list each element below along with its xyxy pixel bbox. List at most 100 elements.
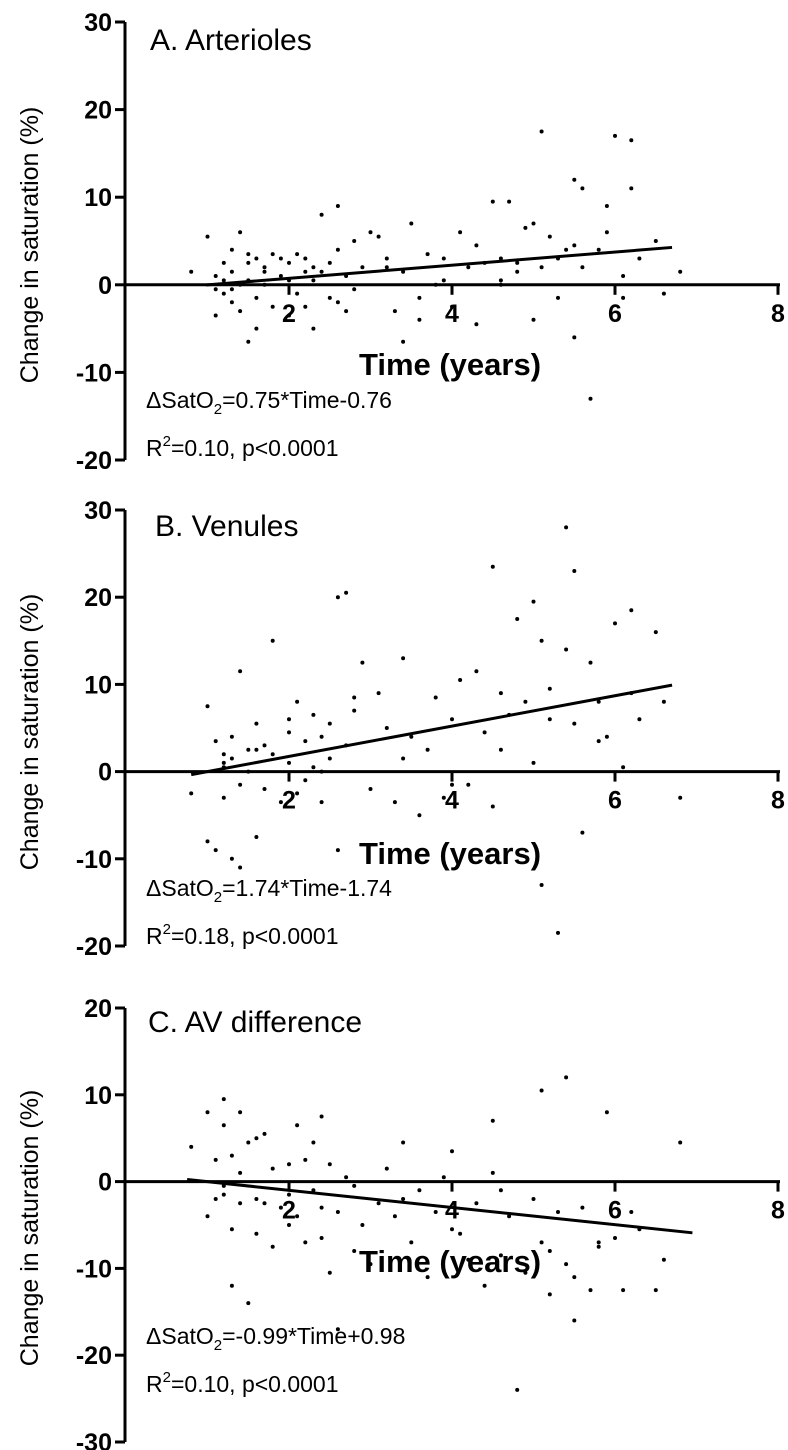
regression-stats: R2=0.18, p<0.0001 (146, 921, 339, 949)
data-point (319, 769, 324, 774)
data-point (515, 269, 520, 274)
data-point (376, 691, 381, 696)
regression-line (190, 683, 673, 777)
y-tick-label: -20 (76, 447, 112, 475)
x-tick-label: 2 (282, 787, 296, 815)
data-point (213, 287, 218, 292)
data-point (360, 265, 365, 270)
data-point (221, 1192, 226, 1197)
data-point (287, 730, 291, 735)
data-point (319, 212, 324, 217)
panel-av-difference: C. AV difference Change in saturation (%… (16, 995, 785, 1450)
data-point (409, 734, 414, 739)
data-point (254, 721, 259, 726)
data-point (270, 638, 275, 643)
data-point (629, 138, 634, 143)
data-point (287, 1223, 291, 1227)
data-point (604, 1110, 609, 1115)
data-point (580, 830, 585, 835)
data-point (596, 699, 601, 704)
data-point (327, 756, 332, 761)
data-point (629, 186, 634, 191)
data-point (531, 760, 536, 765)
data-point (238, 1170, 243, 1175)
data-point (287, 260, 291, 265)
data-point (474, 322, 479, 327)
data-point (539, 1240, 544, 1245)
data-point (319, 1114, 324, 1119)
data-point (213, 1197, 218, 1201)
data-point (221, 752, 226, 757)
data-point (678, 269, 683, 274)
data-point (352, 695, 357, 700)
data-point (450, 1149, 454, 1154)
data-point (262, 282, 267, 287)
data-point (531, 317, 536, 322)
data-point (498, 1188, 503, 1193)
data-point (572, 721, 577, 726)
data-point (392, 800, 397, 805)
data-point (278, 274, 283, 278)
data-point (458, 1231, 463, 1236)
data-point (229, 1153, 234, 1158)
data-point (229, 287, 234, 292)
data-point (458, 678, 463, 682)
data-point (221, 795, 226, 800)
data-point (556, 295, 560, 300)
data-point (246, 339, 251, 344)
data-point (189, 1144, 194, 1149)
data-point (401, 656, 406, 661)
data-point (221, 760, 226, 765)
panel-venules: B. Venules Change in saturation (%) Time… (16, 497, 785, 961)
data-point (588, 660, 593, 665)
data-point (319, 734, 324, 739)
data-point (523, 699, 528, 704)
data-point (295, 1214, 300, 1219)
data-point (221, 1123, 226, 1128)
x-tick-label: 6 (608, 787, 622, 815)
data-point (238, 230, 243, 235)
data-point (221, 278, 226, 283)
data-point (482, 730, 487, 735)
data-point (213, 848, 218, 853)
data-point (205, 234, 210, 239)
data-point (311, 265, 316, 270)
data-point (564, 1262, 569, 1267)
data-point (572, 1275, 577, 1280)
data-point (384, 726, 389, 730)
data-point (458, 230, 463, 235)
data-point (498, 691, 503, 696)
data-point (539, 1088, 544, 1093)
data-point (303, 304, 308, 309)
data-point (392, 1214, 397, 1219)
x-tick-label: 8 (771, 300, 785, 328)
data-point (547, 1249, 552, 1253)
data-point (368, 1262, 373, 1267)
data-point (409, 1240, 414, 1245)
data-point (303, 1157, 308, 1162)
data-point (246, 260, 251, 265)
y-axis-title: Change in saturation (%) (16, 1090, 44, 1367)
data-point (401, 1197, 406, 1201)
data-point (311, 1140, 316, 1145)
y-tick-label: 30 (84, 9, 112, 37)
data-point (295, 1123, 300, 1128)
data-point (254, 326, 259, 331)
data-point (254, 256, 259, 261)
data-point (409, 221, 414, 226)
data-point (335, 848, 340, 853)
data-point (287, 717, 291, 722)
data-point (433, 282, 438, 287)
data-point (572, 243, 577, 248)
data-point (205, 839, 210, 844)
x-tick-label: 6 (608, 300, 622, 328)
y-tick-label: -10 (76, 1255, 112, 1283)
data-point (287, 760, 291, 765)
data-point (262, 787, 267, 791)
data-point (246, 747, 251, 752)
data-point (523, 1270, 528, 1275)
data-point (311, 712, 316, 717)
data-point (213, 274, 218, 278)
data-point (441, 1175, 446, 1180)
data-point (319, 1205, 324, 1210)
